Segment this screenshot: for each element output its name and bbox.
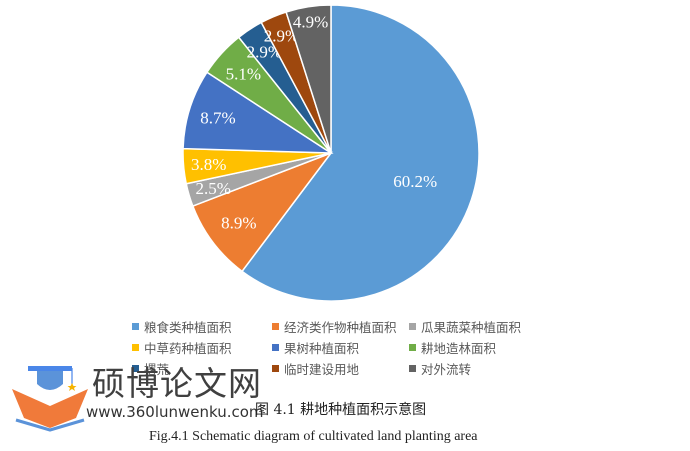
legend-item-herbs: 中草药种植面积: [132, 338, 272, 357]
legend-swatch: [132, 365, 139, 372]
legend-swatch: [409, 323, 416, 330]
pie-data-label: 3.8%: [191, 155, 226, 174]
legend-label: 中草药种植面积: [144, 341, 232, 356]
legend-label: 临时建设用地: [284, 362, 360, 377]
pie-data-label: 2.9%: [264, 27, 299, 46]
watermark-url: www.360lunwenku.com: [86, 403, 264, 421]
legend-label: 瓜果蔬菜种植面积: [421, 320, 522, 335]
legend-swatch: [272, 344, 279, 351]
pie-data-label: 2.5%: [195, 179, 230, 198]
legend-swatch: [409, 344, 416, 351]
legend-swatch: [132, 323, 139, 330]
legend-item-grain: 粮食类种植面积: [132, 317, 272, 336]
legend-swatch: [272, 323, 279, 330]
pie-chart: 60.2%8.9%2.5%3.8%8.7%5.1%2.9%2.9%4.9%: [182, 4, 480, 302]
legend-label: 粮食类种植面积: [144, 320, 232, 335]
legend-label: 果树种植面积: [284, 341, 360, 356]
legend-item-fruit-vegetables: 瓜果蔬菜种植面积: [409, 317, 521, 336]
legend-label: 对外流转: [421, 362, 472, 377]
legend-swatch: [409, 365, 416, 372]
pie-data-label: 4.9%: [293, 12, 328, 31]
legend-row: 中草药种植面积 果树种植面积 耕地造林面积: [132, 337, 552, 358]
pie-slice: [241, 4, 480, 302]
pie-data-label: 8.7%: [200, 109, 235, 128]
legend-label: 耕地造林面积: [421, 341, 497, 356]
legend-swatch: [272, 365, 279, 372]
pie-slice: [285, 4, 332, 154]
pie-slice: [191, 151, 334, 273]
legend-swatch: [132, 344, 139, 351]
legend-row: 粮食类种植面积 经济类作物种植面积 瓜果蔬菜种植面积: [132, 316, 552, 337]
legend-label: 经济类作物种植面积: [284, 320, 397, 335]
watermark-title: 硕博论文网: [92, 364, 262, 403]
legend-item-orchards: 果树种植面积: [272, 338, 409, 357]
legend-item-temporary-construction: 临时建设用地: [272, 359, 409, 378]
legend-label: 撂荒: [144, 362, 170, 377]
figure-caption-en: Fig.4.1 Schematic diagram of cultivated …: [149, 429, 478, 444]
legend-item-cash-crops: 经济类作物种植面积: [272, 317, 409, 336]
figure-caption-cn: 图 4.1 耕地种植面积示意图: [255, 402, 427, 418]
chart-legend: 粮食类种植面积 经济类作物种植面积 瓜果蔬菜种植面积 中草药种植面积 果树种植面…: [132, 316, 552, 379]
pie-data-label: 60.2%: [393, 172, 437, 191]
pie-data-label: 2.9%: [247, 43, 282, 62]
legend-item-outward-transfer: 对外流转: [409, 359, 471, 378]
pie-data-label: 8.9%: [221, 214, 256, 233]
legend-item-abandoned: 撂荒: [132, 359, 272, 378]
pie-data-label: 5.1%: [226, 64, 261, 83]
graduation-book-logo-icon: [12, 366, 88, 432]
legend-row: 撂荒 临时建设用地 对外流转: [132, 358, 552, 379]
legend-item-afforestation: 耕地造林面积: [409, 338, 496, 357]
